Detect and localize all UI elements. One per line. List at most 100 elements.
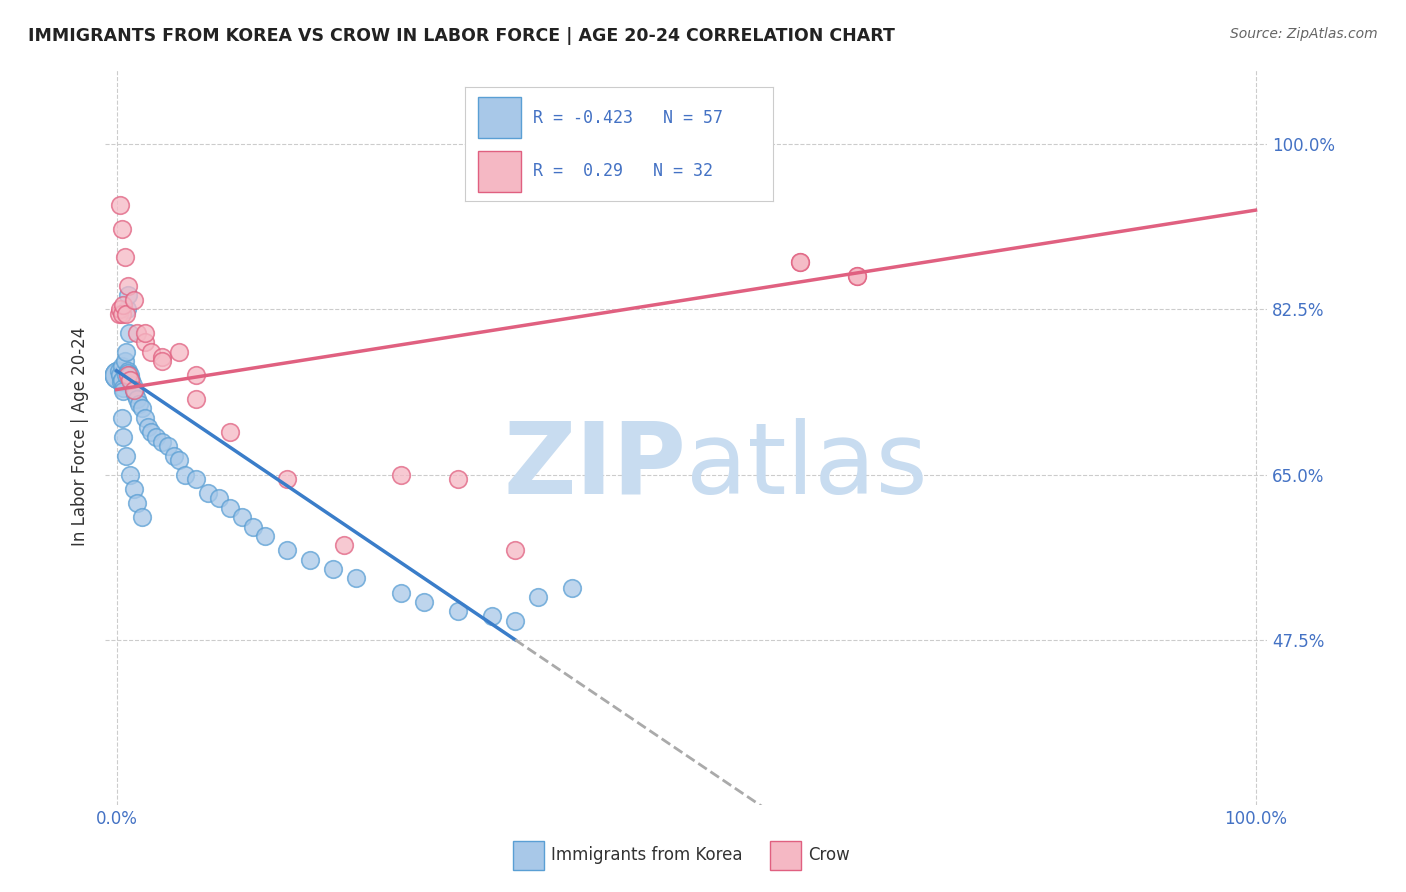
Point <box>114 344 136 359</box>
Point <box>789 255 811 269</box>
Point <box>131 510 153 524</box>
Point <box>131 401 153 416</box>
Point <box>219 500 242 515</box>
Point <box>127 496 149 510</box>
Point <box>186 392 208 406</box>
Point <box>527 591 550 605</box>
Point <box>107 368 129 383</box>
Point <box>134 326 156 340</box>
Point <box>107 368 129 383</box>
Point <box>111 307 134 321</box>
Point <box>503 614 526 628</box>
Point <box>481 609 503 624</box>
Point <box>112 384 135 399</box>
Point <box>124 387 146 401</box>
Point <box>117 278 139 293</box>
Point <box>117 364 139 378</box>
Point <box>197 486 219 500</box>
Point <box>122 293 145 307</box>
Point <box>111 411 134 425</box>
Point <box>122 383 145 397</box>
Point <box>127 392 149 406</box>
Point <box>127 326 149 340</box>
Point <box>186 472 208 486</box>
Point <box>108 302 131 317</box>
Point <box>121 377 143 392</box>
Point <box>276 472 298 486</box>
Text: Immigrants from Korea: Immigrants from Korea <box>551 847 742 864</box>
Point <box>114 368 136 383</box>
Point <box>120 467 142 482</box>
Text: Crow: Crow <box>808 847 851 864</box>
Point <box>322 562 344 576</box>
Point <box>789 255 811 269</box>
Text: Source: ZipAtlas.com: Source: ZipAtlas.com <box>1230 27 1378 41</box>
Point <box>150 354 173 368</box>
Point <box>344 571 367 585</box>
Point <box>111 373 134 387</box>
Text: ZIP: ZIP <box>503 417 686 515</box>
Point <box>108 307 131 321</box>
Point <box>219 425 242 439</box>
Point <box>122 383 145 397</box>
Point <box>138 420 160 434</box>
Point <box>114 449 136 463</box>
Point <box>150 434 173 449</box>
Point <box>108 364 131 378</box>
Point <box>167 453 190 467</box>
Point <box>112 381 135 395</box>
Point <box>145 430 167 444</box>
Point <box>134 335 156 350</box>
Point <box>276 543 298 558</box>
Point <box>139 425 162 439</box>
Point <box>117 366 139 380</box>
Point <box>447 472 470 486</box>
Point <box>128 397 150 411</box>
Point <box>447 605 470 619</box>
Point <box>139 344 162 359</box>
Point <box>114 307 136 321</box>
Point <box>231 510 253 524</box>
Point <box>845 269 868 284</box>
Point <box>299 552 322 566</box>
Point <box>107 368 129 383</box>
Point <box>111 359 134 373</box>
Point <box>162 449 184 463</box>
Point <box>108 198 131 212</box>
Point <box>111 222 134 236</box>
Point <box>107 368 129 383</box>
Point <box>112 297 135 311</box>
Point <box>845 269 868 284</box>
Point <box>167 344 190 359</box>
Point <box>389 467 412 482</box>
Text: atlas: atlas <box>686 417 928 515</box>
Point <box>561 581 583 595</box>
Point <box>108 368 131 383</box>
Point <box>389 585 412 599</box>
Point <box>186 368 208 383</box>
Point <box>107 368 129 383</box>
Point <box>114 354 136 368</box>
Text: IMMIGRANTS FROM KOREA VS CROW IN LABOR FORCE | AGE 20-24 CORRELATION CHART: IMMIGRANTS FROM KOREA VS CROW IN LABOR F… <box>28 27 896 45</box>
Point <box>120 373 142 387</box>
Point <box>174 467 197 482</box>
Point <box>118 326 141 340</box>
Point <box>120 373 142 387</box>
Point <box>413 595 436 609</box>
Point <box>242 519 264 533</box>
Point <box>110 375 132 389</box>
Point <box>208 491 231 505</box>
Point <box>120 368 142 383</box>
Point <box>503 543 526 558</box>
Point <box>253 529 276 543</box>
Point <box>150 350 173 364</box>
Point <box>115 302 138 317</box>
Y-axis label: In Labor Force | Age 20-24: In Labor Force | Age 20-24 <box>72 327 89 547</box>
Point <box>333 538 356 552</box>
Point <box>122 482 145 496</box>
Point <box>107 368 129 383</box>
Point <box>156 439 179 453</box>
Point <box>114 251 136 265</box>
Point <box>117 368 139 383</box>
Point <box>117 288 139 302</box>
